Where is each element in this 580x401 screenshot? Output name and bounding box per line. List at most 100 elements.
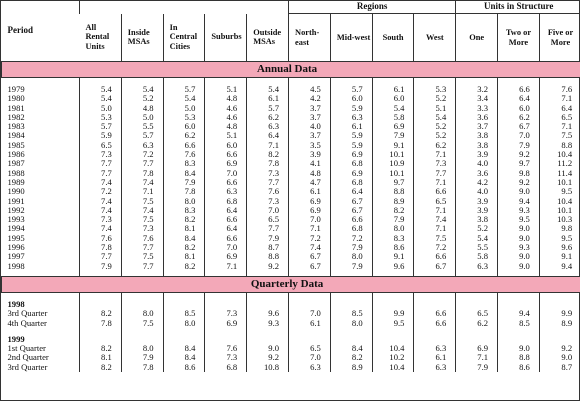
- spacer-cell: [455, 270, 498, 277]
- value-cell: 5.3: [413, 84, 456, 95]
- value-cell: 5.1: [204, 131, 247, 141]
- value-cell: 9.9: [538, 308, 580, 319]
- value-cell: 7.5: [120, 252, 164, 262]
- value-cell: 6.1: [329, 121, 373, 132]
- period-cell: 3rd Quarter: [7, 361, 48, 372]
- value-cell: 6.1: [246, 93, 289, 104]
- value-cell: 8.8: [538, 140, 580, 151]
- value-cell: 6.4: [204, 224, 247, 234]
- value-cell: 7.6: [538, 84, 580, 95]
- value-cell: 7.5: [120, 214, 164, 225]
- table-row: 1984 5.9 5.7 6.2 5.1 6.4 3.7 5.9 7.9 5.2 3.8 7.0 7.5: [2, 131, 580, 141]
- spacer-cell: [538, 292, 580, 300]
- value-cell: 9.0: [497, 261, 540, 271]
- value-cell: 5.0: [162, 103, 205, 113]
- empty-cell: [162, 334, 205, 345]
- spacer-cell: [455, 77, 498, 85]
- value-cell: 7.1: [288, 224, 331, 234]
- value-cell: 5.4: [79, 93, 122, 104]
- value-cell: 3.6: [455, 168, 498, 178]
- value-cell: 7.9: [455, 362, 498, 373]
- value-cell: 4.0: [288, 121, 331, 132]
- value-cell: 8.6: [162, 362, 205, 373]
- empty-cell: [455, 334, 498, 345]
- spacer-row: [2, 270, 580, 277]
- value-cell: 7.6: [246, 186, 289, 197]
- spacer-cell: [538, 327, 580, 335]
- value-cell: 8.5: [329, 308, 373, 319]
- value-cell: 6.1: [288, 318, 331, 328]
- value-cell: 6.6: [204, 214, 247, 225]
- value-cell: 6.5: [246, 214, 289, 225]
- value-cell: 10.1: [538, 205, 580, 216]
- value-cell: 9.3: [497, 242, 540, 253]
- spacer-row: [2, 327, 580, 335]
- empty-cell: [371, 334, 414, 345]
- spacer-cell: [204, 270, 247, 277]
- value-cell: 5.9: [329, 131, 373, 141]
- col-header-inside-msas: Inside MSAs: [120, 13, 164, 62]
- blank-group-header: [78, 1, 289, 14]
- spacer-cell: [246, 327, 289, 335]
- value-cell: 9.2: [538, 343, 580, 354]
- table-row: 1st Quarter 8.2 8.0 8.4 7.6 9.0 6.5 8.4 10.4 6.3 6…: [2, 343, 580, 354]
- value-cell: 7.8: [120, 168, 164, 178]
- value-cell: 4.8: [204, 93, 247, 104]
- value-cell: 6.3: [246, 121, 289, 132]
- value-cell: 9.1: [371, 252, 414, 262]
- value-cell: 6.3: [455, 261, 498, 271]
- value-cell: 4.6: [204, 112, 247, 123]
- spacer-cell: [538, 270, 580, 277]
- value-cell: 9.0: [246, 343, 289, 354]
- period-cell: 1991: [7, 195, 25, 206]
- empty-cell: [329, 299, 373, 310]
- value-cell: 5.9: [79, 131, 122, 141]
- value-cell: 9.1: [371, 140, 414, 151]
- spacer-cell: [204, 327, 247, 335]
- value-cell: 8.4: [162, 353, 205, 363]
- table-row: 1979 5.4 5.4 5.7 5.1 5.4 4.5 5.7 6.1 5.3 3.2 6.6 7.6: [2, 84, 580, 95]
- value-cell: 7.5: [120, 318, 164, 328]
- spacer-cell: [371, 292, 414, 300]
- period-cell: 1998: [7, 260, 25, 271]
- col-header-two-or-more: Two or More: [497, 13, 540, 62]
- value-cell: 7.4: [79, 224, 122, 234]
- value-cell: 6.0: [497, 103, 540, 113]
- value-cell: 6.6: [413, 308, 456, 319]
- period-cell: 1983: [7, 121, 25, 132]
- empty-cell: [120, 334, 164, 345]
- value-cell: 6.2: [246, 112, 289, 123]
- value-cell: 7.0: [246, 205, 289, 216]
- value-cell: 8.2: [79, 308, 122, 319]
- value-cell: 3.5: [288, 140, 331, 151]
- value-cell: 8.2: [371, 205, 414, 216]
- value-cell: 7.4: [79, 177, 122, 188]
- value-cell: 7.1: [204, 261, 247, 271]
- value-cell: 6.2: [162, 131, 205, 141]
- value-cell: 5.8: [371, 112, 414, 123]
- spacer-cell: [120, 270, 164, 277]
- col-header-northeast: North-east: [288, 13, 331, 62]
- value-cell: 3.9: [288, 149, 331, 160]
- value-cell: 9.3: [246, 318, 289, 328]
- value-cell: 5.7: [79, 121, 122, 132]
- quarter-year-label: 1999: [7, 333, 25, 344]
- period-cell: 1986: [7, 149, 25, 160]
- value-cell: 9.3: [497, 205, 540, 216]
- value-cell: 6.9: [288, 196, 331, 206]
- value-cell: 10.4: [371, 343, 414, 354]
- value-cell: 5.8: [455, 252, 498, 262]
- table-row: 1980 5.4 5.2 5.4 4.8 6.1 4.2 6.0 6.0 5.2 3.4 6.4 7.1: [2, 93, 580, 104]
- value-cell: 4.0: [455, 159, 498, 169]
- value-cell: 7.1: [246, 140, 289, 151]
- value-cell: 6.8: [204, 362, 247, 373]
- value-cell: 8.2: [162, 261, 205, 271]
- value-cell: 5.3: [79, 112, 122, 123]
- table-row: 3rd Quarter 8.2 8.0 8.5 7.3 9.6 7.0 8.5 9.9 6.6 6.…: [2, 308, 580, 319]
- value-cell: 5.1: [204, 84, 247, 95]
- value-cell: 7.9: [120, 353, 164, 363]
- value-cell: 8.0: [329, 318, 373, 328]
- value-cell: 9.2: [246, 353, 289, 363]
- value-cell: 10.8: [246, 362, 289, 373]
- value-cell: 7.5: [413, 233, 456, 244]
